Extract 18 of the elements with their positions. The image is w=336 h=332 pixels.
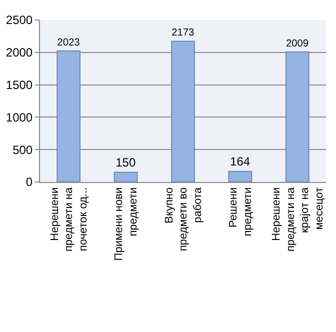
- y-tick-label: 2500: [6, 13, 33, 28]
- bar: [171, 40, 195, 182]
- bar: [56, 50, 81, 182]
- data-label: 2173: [172, 28, 195, 39]
- y-tick-label: 0: [26, 175, 33, 190]
- data-label: 164: [230, 154, 250, 168]
- bar: [285, 51, 310, 182]
- data-label: 2023: [57, 37, 80, 48]
- y-tick-label: 1000: [6, 110, 33, 124]
- data-label: 2009: [286, 38, 309, 50]
- y-tick-label: 500: [12, 142, 33, 157]
- bar: [228, 170, 252, 182]
- x-tick-label: Вкупно предмети во работа: [163, 186, 204, 252]
- data-label: 150: [116, 155, 136, 170]
- x-tick-label: Нерешени предмети на почеток од...: [48, 186, 90, 252]
- y-tick-label: 2000: [6, 46, 33, 60]
- bar: [114, 172, 138, 182]
- y-tick-label: 1500: [6, 78, 33, 92]
